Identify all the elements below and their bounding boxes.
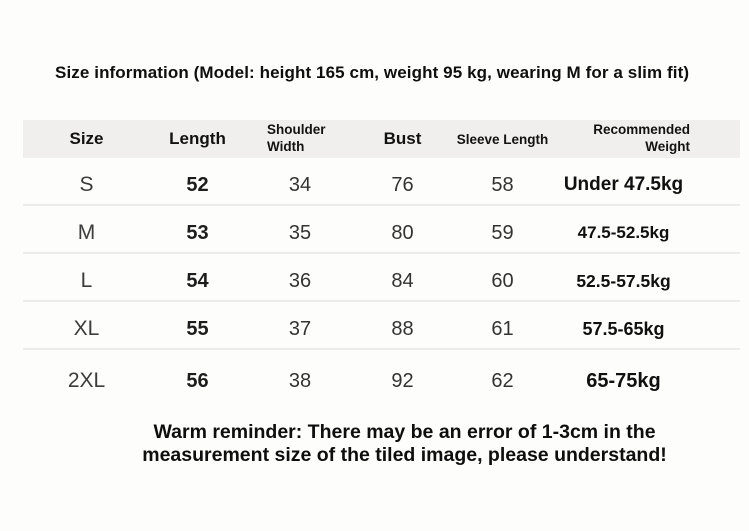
cell-length: 55 (186, 317, 209, 340)
cell-size: 2XL (67, 369, 106, 392)
cell-recommended-weight: 57.5-65kg (582, 318, 665, 339)
cell-size: M (77, 221, 96, 244)
note-line-1: Warm reminder: There may be an error of … (153, 421, 656, 443)
table-row-s: S 52 34 76 58 Under 47.5kg (23, 158, 740, 206)
column-header-recommended-weight-label: Recommended Weight (593, 122, 690, 154)
cell-sleeve-length: 62 (491, 369, 514, 392)
cell-length: 52 (186, 173, 209, 196)
column-header-length: Length (169, 129, 226, 148)
table-row-l: L 54 36 84 60 52.5-57.5kg (23, 254, 740, 302)
cell-size: XL (73, 317, 100, 340)
warm-reminder-note: Warm reminder: There may be an error of … (0, 421, 749, 467)
cell-size: S (79, 173, 94, 196)
column-header-shoulder-width-label: Shoulder Width (267, 122, 326, 154)
cell-shoulder-width: 34 (288, 173, 312, 196)
cell-shoulder-width: 35 (288, 221, 312, 244)
cell-shoulder-width: 36 (288, 269, 312, 292)
cell-bust: 76 (391, 173, 414, 196)
cell-shoulder-width: 37 (288, 317, 312, 340)
cell-length: 53 (186, 221, 209, 244)
table-header-row: Size Length Shoulder Width Bust Sleeve L… (23, 120, 740, 158)
column-header-recommended-weight: Recommended Weight (555, 122, 740, 156)
cell-length: 56 (186, 369, 209, 392)
cell-sleeve-length: 61 (491, 317, 514, 340)
cell-bust: 88 (391, 317, 414, 340)
cell-length: 54 (186, 269, 209, 292)
cell-recommended-weight: 47.5-52.5kg (577, 223, 670, 242)
column-header-shoulder-width: Shoulder Width (245, 122, 355, 156)
cell-recommended-weight: Under 47.5kg (563, 174, 684, 195)
cell-bust: 84 (391, 269, 414, 292)
page-title: Size information (Model: height 165 cm, … (55, 63, 690, 82)
cell-sleeve-length: 59 (491, 221, 514, 244)
column-header-size: Size (69, 129, 104, 148)
column-header-sleeve-length: Sleeve Length (456, 131, 549, 147)
size-table: Size Length Shoulder Width Bust Sleeve L… (23, 120, 740, 404)
table-row-2xl: 2XL 56 38 92 62 65-75kg (23, 350, 740, 404)
cell-sleeve-length: 58 (491, 173, 514, 196)
table-row-xl: XL 55 37 88 61 57.5-65kg (23, 302, 740, 350)
cell-recommended-weight: 65-75kg (586, 369, 661, 392)
cell-bust: 92 (391, 369, 414, 392)
column-header-bust: Bust (383, 129, 422, 148)
cell-size: L (80, 269, 93, 292)
cell-sleeve-length: 60 (491, 269, 514, 292)
note-line-2: measurement size of the tiled image, ple… (142, 444, 667, 466)
cell-recommended-weight: 52.5-57.5kg (576, 270, 671, 291)
cell-bust: 80 (391, 221, 414, 244)
table-row-m: M 53 35 80 59 47.5-52.5kg (23, 206, 740, 254)
cell-shoulder-width: 38 (288, 369, 312, 392)
